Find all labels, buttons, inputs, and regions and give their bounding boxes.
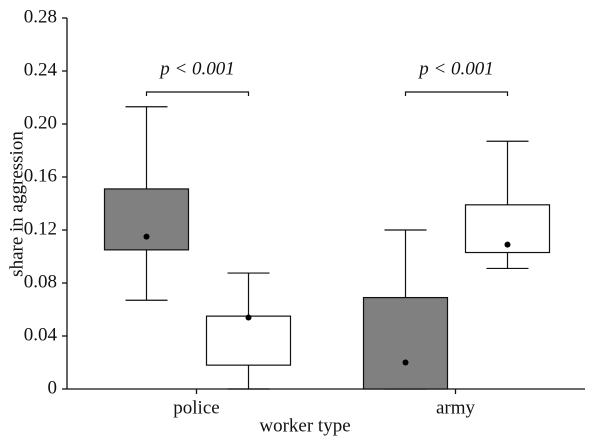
annotation: p < 0.001 — [417, 58, 494, 79]
y-tick-label: 0.16 — [24, 165, 57, 186]
x-axis-label: worker type — [259, 415, 350, 436]
y-tick-label: 0.08 — [24, 271, 57, 292]
y-tick-label: 0.28 — [24, 6, 57, 27]
box — [362, 296, 449, 390]
y-tick-label: 0 — [48, 377, 58, 398]
bracket — [404, 91, 509, 96]
x-tick-label: army — [436, 397, 476, 418]
center-dot — [402, 359, 409, 366]
x-tick-label: police — [173, 397, 219, 418]
y-tick-label: 0.12 — [24, 218, 57, 239]
center-dot — [504, 241, 511, 248]
y-axis-label: share in aggression — [6, 131, 27, 277]
y-tick-label: 0.20 — [24, 112, 57, 133]
center-dot — [143, 233, 150, 240]
center-dot — [245, 314, 252, 321]
y-tick-label: 0.04 — [24, 324, 58, 345]
box — [103, 188, 190, 251]
box — [205, 315, 292, 366]
bracket — [145, 91, 250, 96]
y-tick-label: 0.24 — [24, 59, 58, 80]
annotation: p < 0.001 — [158, 58, 235, 79]
